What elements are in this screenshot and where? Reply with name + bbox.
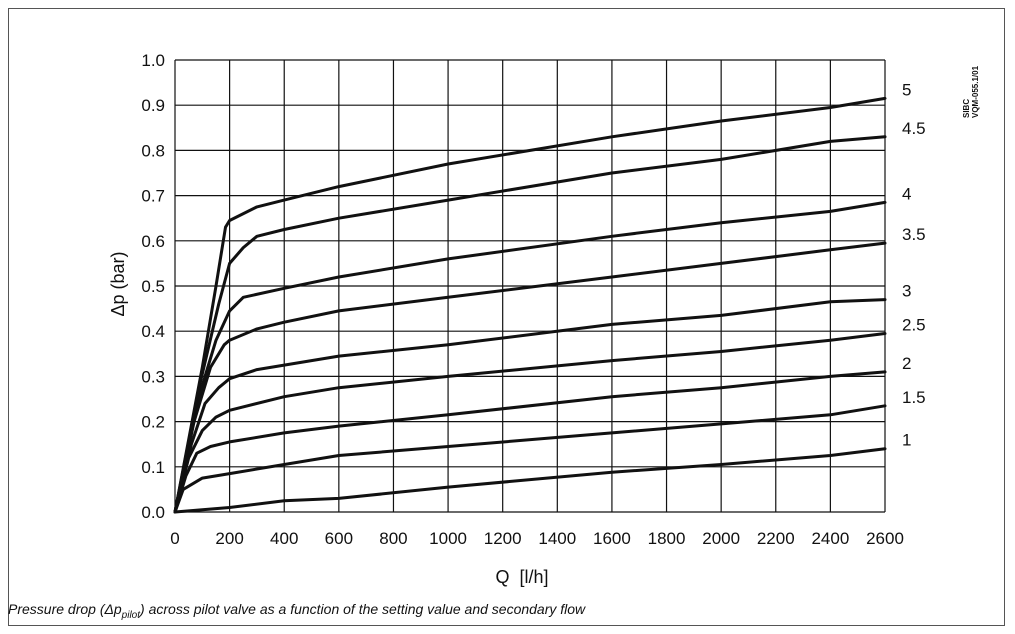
x-tick-label: 200 [215, 529, 243, 548]
document-code-line-1: SIBC [962, 99, 971, 118]
chart-frame [8, 8, 1005, 626]
x-tick-label: 1800 [648, 529, 686, 548]
y-tick-label: 1.0 [141, 51, 165, 70]
series-line-1.5 [173, 404, 887, 514]
series-line-4.5 [173, 135, 887, 514]
series-label-3: 3 [902, 282, 911, 301]
x-tick-labels: 0 200 400 600 800 1000 1200 1400 1600 1800 2000 220… [170, 529, 904, 548]
caption-subscript: pilot [121, 609, 141, 621]
y-tick-label: 0.4 [141, 322, 165, 341]
document-code-line-2: VQM-055.1/01 [971, 65, 980, 118]
series-line-5 [173, 96, 887, 514]
series-label-1: 1 [902, 431, 911, 450]
x-tick-label: 600 [325, 529, 353, 548]
x-tick-label: 1400 [538, 529, 576, 548]
series-line-2 [173, 370, 887, 514]
y-tick-label: 0.7 [141, 187, 165, 206]
series-label-1.5: 1.5 [902, 388, 926, 407]
x-tick-label: 1000 [429, 529, 467, 548]
series-line-3.5 [173, 241, 887, 514]
series-lines [173, 96, 887, 514]
series-line-3 [173, 298, 887, 514]
x-tick-label: 2200 [757, 529, 795, 548]
y-tick-labels: 0.0 0.1 0.2 0.3 0.4 0.5 0.6 0.7 0.8 0.9 1.0 [141, 51, 165, 522]
y-tick-label: 0.5 [141, 277, 165, 296]
x-tick-label: 2600 [866, 529, 904, 548]
series-labels: 1 1.5 2 2.5 3 3.5 4 4.5 5 [902, 80, 926, 449]
x-tick-label: 0 [170, 529, 179, 548]
y-tick-label: 0.2 [141, 413, 165, 432]
y-tick-label: 0.0 [141, 503, 165, 522]
y-tick-label: 0.8 [141, 141, 165, 160]
x-axis-label: Q [l/h] [495, 567, 548, 587]
figure-caption: Pressure drop (Δppilot) across pilot val… [8, 601, 908, 621]
series-label-2.5: 2.5 [902, 315, 926, 334]
x-tick-label: 800 [379, 529, 407, 548]
series-label-4.5: 4.5 [902, 119, 926, 138]
y-tick-label: 0.1 [141, 458, 165, 477]
document-code: SIBC VQM-055.1/01 [962, 65, 980, 118]
series-label-5: 5 [902, 80, 911, 99]
y-tick-label: 0.6 [141, 232, 165, 251]
grid [174, 59, 886, 513]
y-axis-label: Δp (bar) [108, 251, 128, 316]
caption-text-start: Pressure drop (Δp [8, 601, 122, 617]
series-line-1 [173, 447, 887, 514]
x-tick-label: 400 [270, 529, 298, 548]
x-tick-label: 1200 [484, 529, 522, 548]
series-line-2.5 [173, 332, 887, 514]
y-tick-label: 0.3 [141, 367, 165, 386]
x-tick-label: 1600 [593, 529, 631, 548]
y-tick-label: 0.9 [141, 96, 165, 115]
x-tick-label: 2400 [811, 529, 849, 548]
series-label-3.5: 3.5 [902, 225, 926, 244]
series-line-4 [173, 200, 887, 514]
x-tick-label: 2000 [702, 529, 740, 548]
series-label-2: 2 [902, 354, 911, 373]
series-label-4: 4 [902, 184, 911, 203]
caption-text-end: ) across pilot valve as a function of th… [140, 601, 586, 617]
